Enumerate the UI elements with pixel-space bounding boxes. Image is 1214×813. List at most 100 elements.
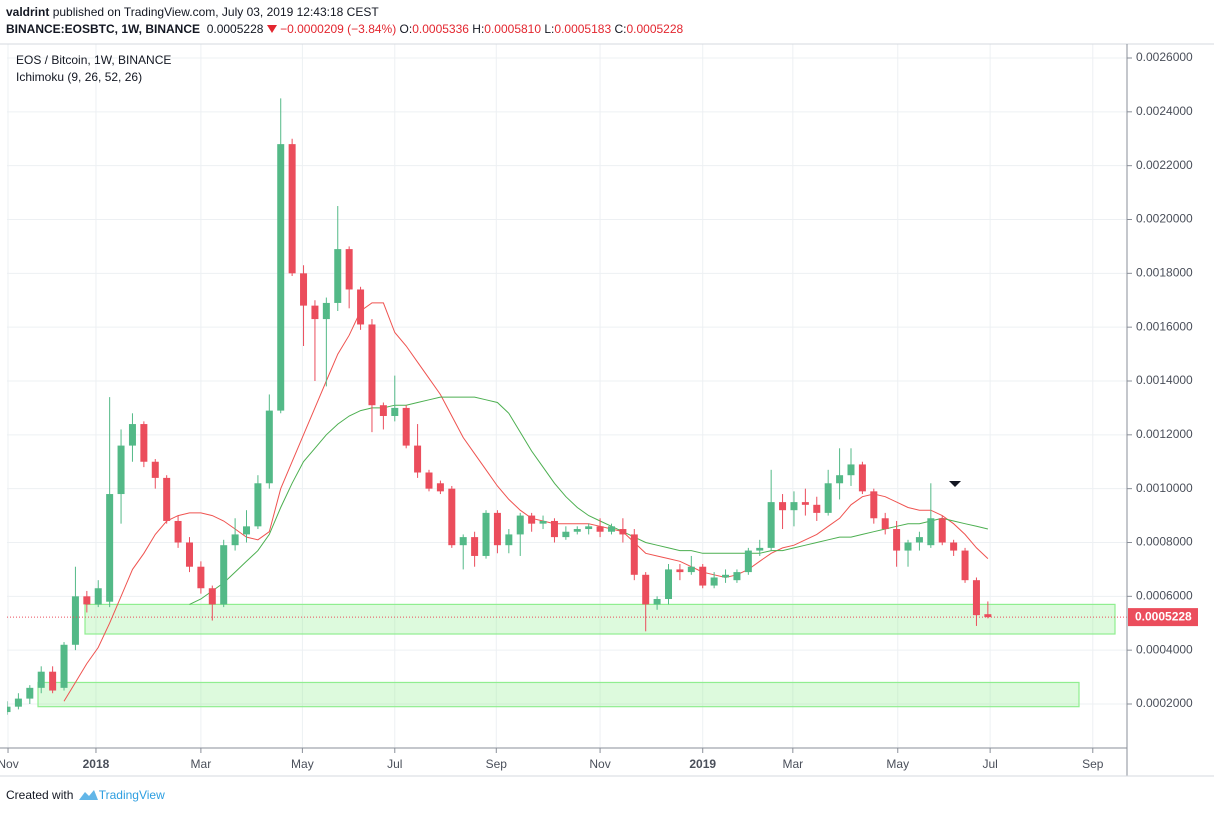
candle-body [790,502,798,511]
symbol: BINANCE:EOSBTC, 1W, BINANCE [6,22,201,36]
x-tick-label: Nov [589,757,610,771]
candle-body [357,289,365,325]
candle-body [961,550,969,581]
candle-body [938,518,946,543]
candle-body [288,144,296,274]
footer: Created with TradingView [6,788,165,802]
candle-body [493,512,501,546]
candle-body [83,596,91,605]
candle-body [870,491,878,519]
candle-body [26,687,34,699]
candle-body [619,529,627,535]
ohlc: O:0.0005336 H:0.0005810 L:0.0005183 C:0.… [400,22,684,36]
candle-body [801,502,809,505]
candle-body [117,445,125,495]
down-arrow [266,25,277,33]
candle-body [402,407,410,446]
x-tick-label: 2018 [83,757,110,771]
candle-body [813,504,821,513]
candle-body [915,537,923,543]
candle-body [459,537,467,546]
indicator-line [189,396,989,605]
marker [949,481,961,487]
candle-body [37,671,45,688]
price: 0.0005228 [206,22,264,36]
candle-body [881,518,889,530]
candle-body [779,502,787,511]
candle-body [220,545,228,605]
ohlc-value: 0.0005183 [554,22,612,36]
candle-body [722,574,730,578]
candle-body [847,464,855,476]
axes: 0.0002000 0.0004000 0.0006000 0.0008000 0.00… [0,50,1198,771]
candle-body [653,599,661,605]
candle-body [277,144,285,411]
candle-body [94,588,102,605]
candle-body [208,588,216,605]
zone [84,603,1116,635]
candle-body [687,566,695,573]
y-tick-label: 0.0018000 [1136,266,1193,280]
candle-body [151,461,159,478]
x-tick-label: Mar [782,757,803,771]
candle-body [334,249,342,303]
candle-body [836,475,844,484]
candle-body [300,273,308,306]
change: −0.0000209 (−3.84%) [280,22,397,36]
candle-body [550,520,558,538]
candle-body [756,547,764,551]
logo [78,790,98,800]
ohlc-label: H: [472,22,485,36]
candle-body [699,566,707,586]
last-price-box [1128,608,1198,627]
candle-body [368,324,376,406]
x-tick-label: 2019 [689,757,716,771]
candle-body [744,550,752,573]
y-tick-label: 0.0026000 [1136,50,1193,64]
grid [7,44,1127,748]
candle-body [676,569,684,573]
candle-body [904,542,912,551]
candle-body [448,488,456,546]
candle-body [767,502,775,548]
candle-body [265,410,273,484]
candle-body [14,698,22,707]
published: published on TradingView.com, July 03, 2… [52,5,379,19]
last-price-label: 0.0005228 [1135,609,1192,623]
candle-body [539,520,547,524]
candle-body [414,445,422,473]
candle-body [482,512,490,556]
ohlc-value: 0.0005810 [484,22,542,36]
candle-body [607,526,615,532]
candle-body [128,424,136,446]
publish-line: valdrint published on TradingView.com, J… [6,5,379,19]
candle-body [174,520,182,543]
indicator-line [63,302,989,702]
author[interactable]: valdrint [6,5,50,19]
candle-body [630,534,638,575]
y-tick-label: 0.0010000 [1136,481,1193,495]
x-tick-label: Sep [486,757,508,771]
candle-body [596,526,604,532]
ohlc-label: L: [544,22,555,36]
candle-body [927,518,935,546]
candle-body [185,542,193,567]
candle-body [106,494,114,602]
candle-body [824,483,832,513]
y-tick-label: 0.0024000 [1136,104,1193,118]
candle-body [254,483,262,527]
y-tick-label: 0.0004000 [1136,642,1193,656]
candle-body [243,526,251,535]
candle-body [49,671,57,691]
candle-body [345,249,353,290]
candle-body [322,302,330,320]
candle-body [436,483,444,492]
candle-body [733,572,741,581]
y-tick-label: 0.0006000 [1136,588,1193,602]
candle-body [60,644,68,688]
y-tick-label: 0.0012000 [1136,427,1193,441]
footer-brand[interactable]: TradingView [98,788,165,802]
x-tick-label: Jul [387,757,402,771]
indicator-label: Ichimoku (9, 26, 52, 26) [16,70,142,84]
candle-body [516,515,524,535]
